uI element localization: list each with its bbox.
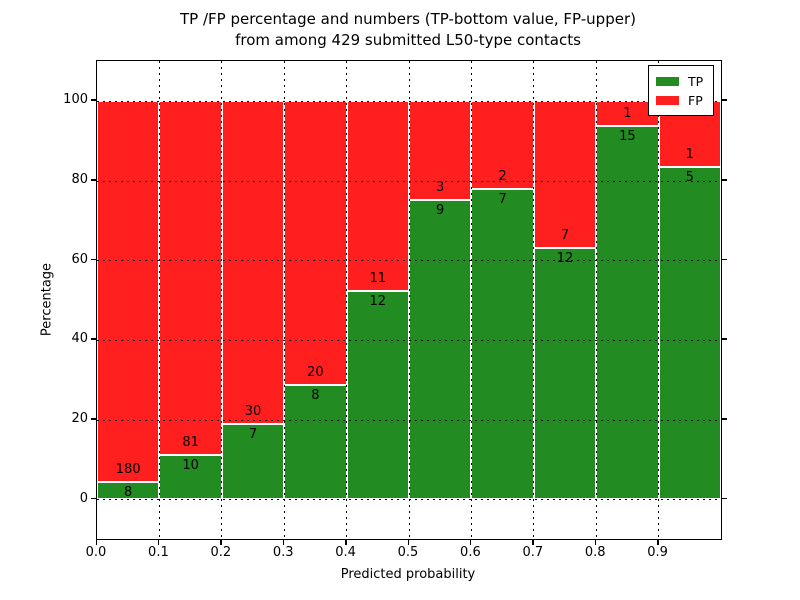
fp-count-label: 11 <box>369 271 387 287</box>
x-tick-mark <box>594 539 597 545</box>
gridline-x-0.6 <box>470 61 472 539</box>
x-tick-label: 0.2 <box>210 545 232 560</box>
x-axis-label: Predicted probability <box>340 567 476 582</box>
x-tick-mark <box>95 539 97 545</box>
gridline-x-0.4 <box>346 61 348 539</box>
fp-count-label: 1 <box>685 147 694 163</box>
x-tick-label: 0.6 <box>460 545 481 560</box>
bar-tp-segment <box>159 455 222 500</box>
gridline-x-0.2 <box>221 61 223 539</box>
legend-swatch-TP <box>656 77 679 86</box>
legend-entry-FP: FP <box>656 91 706 110</box>
tp-count-label: 10 <box>182 458 199 474</box>
bar-tp-segment <box>221 423 285 500</box>
bar-fp-segment <box>284 100 347 386</box>
plot-area: 180 8 81 10 30 7 20 8 11 12 3 9 2 7 7 12 1 15 1 5 <box>96 60 722 540</box>
x-tick-mark <box>157 539 160 545</box>
bar-fp-segment <box>346 100 409 292</box>
fp-count-label: 30 <box>244 403 262 419</box>
y-tick-mark-right <box>721 418 727 420</box>
bar-tp-segment <box>97 482 160 500</box>
bar-tp-segment <box>596 125 659 500</box>
bar-fp-segment <box>533 100 597 248</box>
tp-count-label: 5 <box>685 170 694 186</box>
x-tick-mark <box>532 539 534 545</box>
bar-fp-segment <box>409 100 472 201</box>
y-tick-label: 80 <box>71 172 88 187</box>
gridline-x-0.5 <box>408 61 410 539</box>
gridline-x-0.8 <box>595 61 597 539</box>
fp-count-label: 3 <box>436 180 445 196</box>
x-tick-mark <box>220 539 222 545</box>
legend: TP FP <box>648 65 714 116</box>
tp-count-label: 7 <box>498 192 507 208</box>
bar-tp-segment <box>409 200 472 500</box>
bar-tp-segment <box>658 167 721 500</box>
y-tick-label: 40 <box>71 331 88 347</box>
y-tick-label: 60 <box>71 251 88 267</box>
y-tick-label: 20 <box>71 411 88 426</box>
chart-title-line1: TP /FP percentage and numbers (TP-bottom… <box>180 10 636 28</box>
y-tick-label: 100 <box>63 92 88 108</box>
y-tick-mark <box>91 99 96 101</box>
tp-count-label: 15 <box>619 128 636 144</box>
bar-tp-segment <box>284 385 347 500</box>
y-tick-mark-right <box>721 179 727 181</box>
legend-label-FP: FP <box>688 92 703 108</box>
fp-count-label: 1 <box>623 105 632 121</box>
y-tick-mark-right <box>721 258 727 261</box>
fp-count-label: 180 <box>115 462 141 478</box>
x-tick-label: 0.1 <box>148 545 169 560</box>
gridline-x-0.1 <box>158 61 160 539</box>
x-tick-label: 0.9 <box>647 545 668 560</box>
tp-count-label: 9 <box>436 203 445 219</box>
x-tick-mark <box>345 539 347 545</box>
gridline-x-0.3 <box>283 61 285 539</box>
legend-swatch-FP <box>656 96 679 105</box>
legend-entry-TP: TP <box>656 72 706 91</box>
y-tick-mark <box>91 258 96 261</box>
y-tick-mark <box>91 418 96 420</box>
fp-count-label: 20 <box>307 365 324 381</box>
y-tick-mark-right <box>721 338 727 340</box>
y-tick-mark <box>91 338 96 340</box>
y-tick-mark <box>91 497 96 500</box>
fp-count-label: 81 <box>182 435 199 451</box>
tp-count-label: 12 <box>369 294 387 310</box>
gridline-x-0.7 <box>533 61 535 539</box>
x-tick-mark <box>469 539 472 545</box>
bar-fp-segment <box>97 100 160 483</box>
x-tick-label: 0.4 <box>335 545 356 560</box>
chart-title-line2: from among 429 submitted L50-type contac… <box>235 31 581 49</box>
fp-count-label: 2 <box>498 169 507 185</box>
tp-count-label: 8 <box>124 485 133 501</box>
y-tick-mark-right <box>721 497 727 500</box>
x-tick-label: 0.5 <box>397 545 419 560</box>
x-tick-mark <box>282 539 285 545</box>
tp-count-label: 12 <box>556 250 574 266</box>
x-tick-mark <box>657 539 659 545</box>
tp-count-label: 7 <box>248 426 258 442</box>
x-tick-label: 0.7 <box>522 545 544 560</box>
y-tick-mark-right <box>721 99 727 101</box>
x-tick-mark <box>407 539 409 545</box>
bar-fp-segment <box>159 100 222 456</box>
bar-tp-segment <box>533 247 597 500</box>
x-tick-label: 0.0 <box>85 545 107 560</box>
tp-count-label: 8 <box>311 388 320 404</box>
legend-label-TP: TP <box>688 73 704 89</box>
fp-count-label: 7 <box>560 227 570 243</box>
bar-tp-segment <box>346 291 409 500</box>
gridline-x-0.9 <box>658 61 660 539</box>
y-tick-label: 0 <box>79 490 88 506</box>
x-tick-label: 0.8 <box>584 545 606 560</box>
x-tick-label: 0.3 <box>272 545 294 560</box>
y-tick-mark <box>91 179 96 181</box>
bar-fp-segment <box>221 100 285 424</box>
bar-tp-segment <box>471 189 534 500</box>
bar-fp-segment <box>471 100 534 190</box>
